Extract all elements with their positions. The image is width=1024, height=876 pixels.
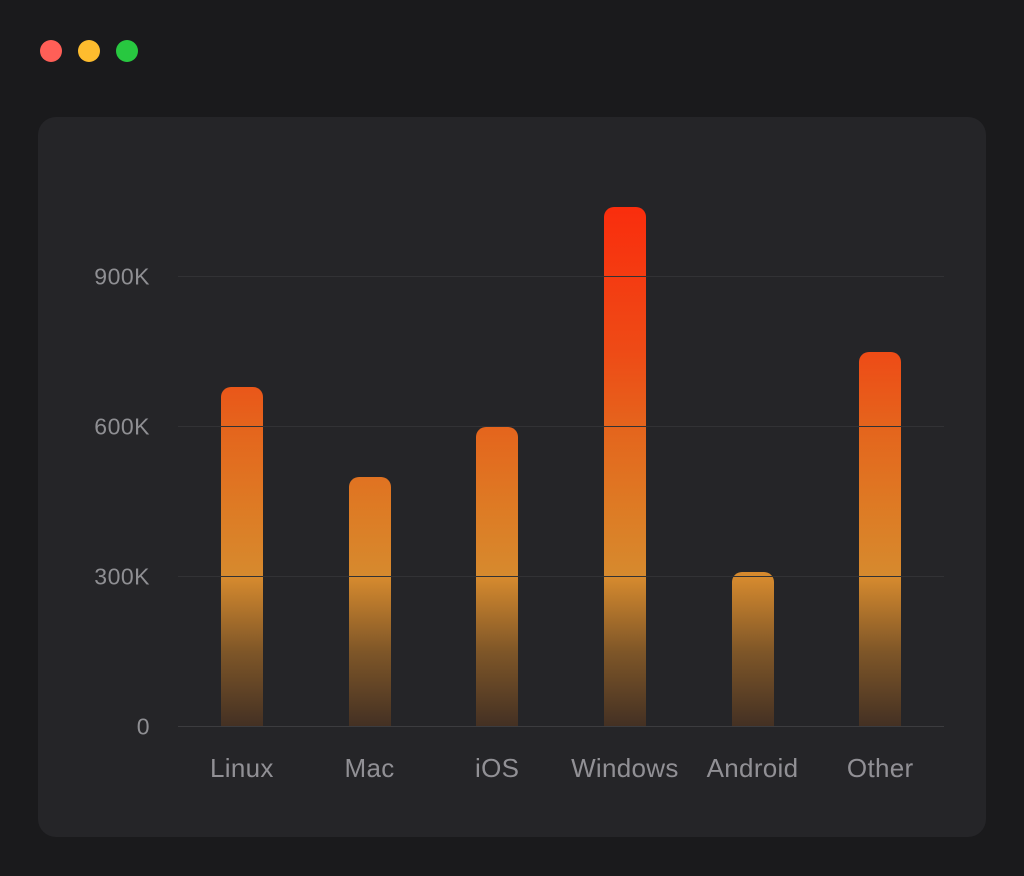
x-axis: Linux Mac iOS Windows Android Other xyxy=(178,753,944,784)
bar-slot xyxy=(306,192,434,727)
bar-linux xyxy=(220,387,263,727)
window-titlebar xyxy=(0,0,1024,62)
plot-area xyxy=(178,192,944,727)
gridline xyxy=(178,426,944,427)
bar-mac xyxy=(348,477,391,727)
y-tick-label: 900K xyxy=(94,263,150,290)
x-category-label: Mac xyxy=(344,753,395,783)
bar-android xyxy=(731,572,774,727)
minimize-button[interactable] xyxy=(78,40,100,62)
bar-other xyxy=(859,352,902,727)
y-axis: 0 300K 600K 900K xyxy=(68,192,178,740)
bar-slot xyxy=(178,192,306,727)
bar-slot xyxy=(433,192,561,727)
maximize-button[interactable] xyxy=(116,40,138,62)
bar-slot xyxy=(816,192,944,727)
x-category-label: iOS xyxy=(475,753,520,783)
bars-container xyxy=(178,192,944,727)
gridline xyxy=(178,576,944,577)
x-category-label: Windows xyxy=(571,753,679,783)
axis-baseline xyxy=(178,726,944,727)
chart-card: 0 300K 600K 900K Linux Mac iOS Windows Android O… xyxy=(38,117,986,837)
y-tick-label: 0 xyxy=(136,713,150,740)
bar-slot xyxy=(689,192,817,727)
plot-wrap: Linux Mac iOS Windows Android Other xyxy=(178,192,944,784)
y-tick-label: 600K xyxy=(94,413,150,440)
bar-chart: 0 300K 600K 900K Linux Mac iOS Windows Android O… xyxy=(68,192,944,784)
close-button[interactable] xyxy=(40,40,62,62)
x-category-label: Other xyxy=(846,753,914,783)
bar-windows xyxy=(603,207,646,727)
bar-slot xyxy=(561,192,689,727)
y-tick-label: 300K xyxy=(94,563,150,590)
bar-ios xyxy=(476,427,519,727)
x-category-label: Android xyxy=(706,753,799,783)
x-category-label: Linux xyxy=(210,753,274,783)
gridline xyxy=(178,276,944,277)
